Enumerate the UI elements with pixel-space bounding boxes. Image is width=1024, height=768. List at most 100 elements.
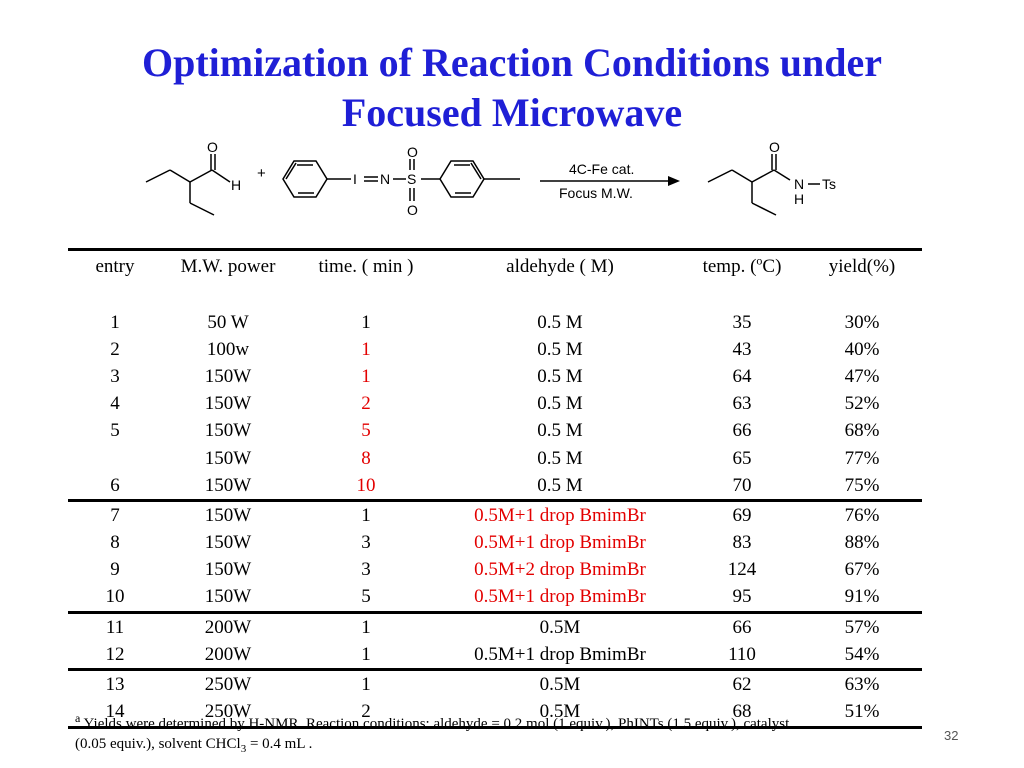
cell-temp: 62 [682, 668, 802, 699]
cell-time: 1 [294, 611, 438, 642]
cell-entry: 7 [68, 499, 162, 530]
table-row: 2 100w 1 0.5 M 43 40% [68, 336, 922, 363]
atom-s: S [407, 171, 416, 187]
cell-temp: 70 [732, 474, 752, 496]
cell-time: 1 [361, 643, 371, 665]
cell-yield: 52% [844, 393, 880, 415]
cell-yield: 68% [844, 420, 880, 442]
conditions-table-wrapper: entry M.W. power time. ( min ) aldehyde … [68, 248, 922, 729]
atom-n-amide: N [794, 176, 804, 192]
cell-power: 150W [204, 393, 252, 415]
cell-temp: 83 [732, 532, 752, 554]
conditions-table: entry M.W. power time. ( min ) aldehyde … [68, 248, 922, 729]
cell-time: 1 [361, 311, 371, 333]
table-row: 11 200W 1 0.5M 66 57% [68, 611, 922, 642]
cell-yield: 75% [844, 474, 880, 496]
table-row: 6 150W 10 0.5 M 70 75% [68, 472, 922, 501]
cell-yield: 57% [802, 611, 922, 642]
cell-power: 150W [204, 586, 252, 608]
cell-yield: 54% [844, 643, 880, 665]
cell-aldehyde: 0.5M+1 drop BmimBr [474, 586, 646, 608]
cell-entry: 1 [110, 311, 120, 333]
cell-temp: 95 [732, 586, 752, 608]
cell-power: 150W [204, 420, 252, 442]
table-row: 10 150W 5 0.5M+1 drop BmimBr 95 91% [68, 584, 922, 613]
cell-temp: 63 [732, 393, 752, 415]
table-row: 5 150W 5 0.5 M 66 68% [68, 418, 922, 445]
title-line-2: Focused Microwave [341, 90, 683, 135]
cell-yield: 63% [802, 668, 922, 699]
atom-i: I [353, 171, 357, 187]
cell-power: 250W [204, 701, 252, 723]
cell-entry [68, 445, 162, 472]
cell-aldehyde: 0.5 M [537, 474, 583, 496]
cell-yield: 40% [844, 338, 880, 360]
cell-aldehyde: 0.5 M [537, 447, 583, 469]
cell-time: 2 [361, 393, 371, 415]
cell-temp: 43 [732, 338, 752, 360]
cell-time: 5 [361, 420, 371, 442]
table-row: 12 200W 1 0.5M+1 drop BmimBr 110 54% [68, 641, 922, 670]
footnote-line-2: (0.05 equiv.), solvent CHCl3 = 0.4 mL . [75, 736, 313, 755]
cell-aldehyde: 0.5 M [537, 393, 583, 415]
header-time: time. ( min ) [318, 256, 414, 277]
cell-temp: 66 [732, 420, 752, 442]
footnote-marker: a [75, 711, 81, 725]
table-row: 3 150W 1 0.5 M 64 47% [68, 363, 922, 390]
cell-aldehyde: 0.5 M [537, 365, 583, 387]
header-power: M.W. power [180, 256, 276, 277]
table-row: 7 150W 1 0.5M+1 drop BmimBr 69 76% [68, 499, 922, 530]
table-row: 14 250W 2 0.5M 68 51% [68, 699, 922, 728]
cell-entry: 4 [110, 393, 120, 415]
cell-aldehyde: 0.5M [438, 611, 682, 642]
cell-aldehyde: 0.5 M [537, 311, 583, 333]
cell-aldehyde: 0.5M [438, 668, 682, 699]
cell-yield: 30% [844, 311, 880, 333]
cell-entry: 2 [110, 338, 120, 360]
cell-temp: 68 [732, 701, 752, 723]
table-row: 9 150W 3 0.5M+2 drop BmimBr 124 67% [68, 557, 922, 584]
cell-yield: 77% [844, 447, 880, 469]
cell-temp: 110 [728, 643, 756, 665]
reaction-scheme: O H + I N S O O 4C-Fe cat. Focus M.W. O … [145, 139, 836, 218]
arrow-label-catalyst: 4C-Fe cat. [569, 161, 634, 177]
cell-time: 1 [294, 668, 438, 699]
slide-title: Optimization of Reaction Conditions unde… [0, 38, 1024, 138]
cell-power: 150W [204, 532, 252, 554]
cell-aldehyde: 0.5M [539, 701, 581, 723]
cell-entry: 10 [105, 586, 125, 608]
atom-h-aldehyde: H [231, 177, 241, 193]
table-row: 13 250W 1 0.5M 62 63% [68, 668, 922, 699]
cell-power: 50 W [207, 311, 249, 333]
cell-power: 200W [162, 611, 294, 642]
cell-entry: 11 [68, 611, 162, 642]
cell-time: 2 [361, 701, 371, 723]
header-temp: temp. (oC) [702, 253, 782, 277]
plus-sign: + [257, 165, 266, 182]
cell-entry: 9 [110, 559, 120, 581]
cell-time: 1 [361, 365, 371, 387]
cell-yield: 76% [802, 499, 922, 530]
cell-temp: 35 [732, 311, 752, 333]
cell-power: 150W [204, 365, 252, 387]
header-yield: yield(%) [828, 256, 896, 277]
cell-entry: 13 [68, 668, 162, 699]
cell-time: 5 [361, 586, 371, 608]
header-spacer-row [68, 283, 922, 309]
cell-time: 3 [361, 559, 371, 581]
atom-o-sulfonyl-top: O [407, 144, 418, 160]
footnote-line-1: a Yields were determined by H-NMR. React… [75, 711, 790, 732]
cell-power: 100w [206, 338, 250, 360]
atom-o-sulfonyl-bottom: O [407, 202, 418, 218]
cell-aldehyde: 0.5M+2 drop BmimBr [474, 559, 646, 581]
cell-time: 8 [361, 447, 371, 469]
atom-o-aldehyde: O [207, 139, 218, 155]
table-row: 1 50 W 1 0.5 M 35 30% [68, 309, 922, 336]
cell-temp: 124 [727, 559, 757, 581]
cell-entry: 12 [105, 643, 125, 665]
cell-temp: 65 [732, 447, 752, 469]
arrow-label-conditions: Focus M.W. [559, 185, 633, 201]
cell-temp: 66 [682, 611, 802, 642]
cell-power: 150W [204, 447, 252, 469]
cell-power: 150W [204, 559, 252, 581]
